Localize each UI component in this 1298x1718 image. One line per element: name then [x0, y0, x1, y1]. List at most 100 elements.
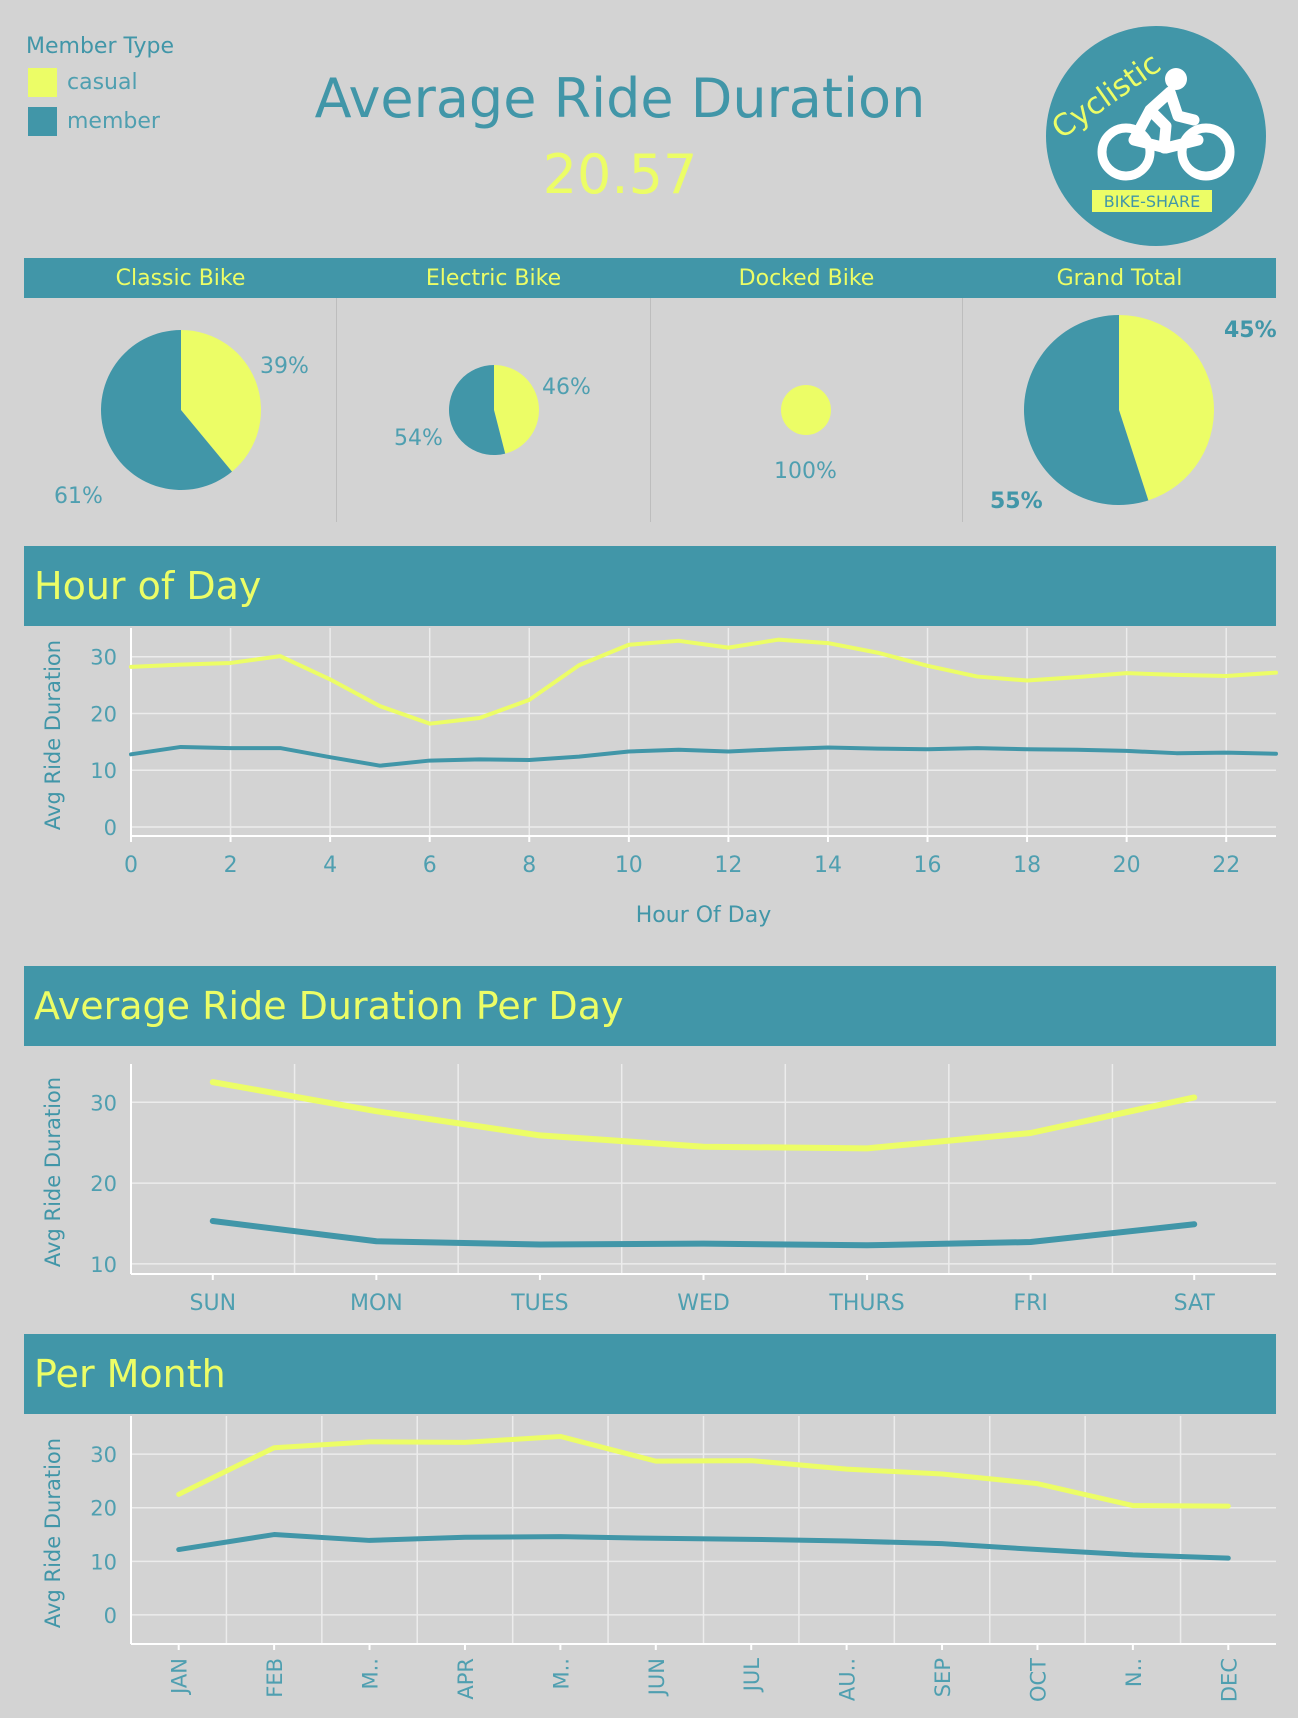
pie-label-electric-member: 54% — [394, 426, 443, 451]
legend-item-casual[interactable]: casual — [28, 67, 138, 97]
legend-label-casual: casual — [67, 69, 138, 95]
x-tick-label: M.. — [549, 1658, 573, 1689]
legend-title: Member Type — [26, 34, 175, 59]
pie-label-total-casual: 45% — [1224, 318, 1277, 343]
pie-label-total-member: 55% — [990, 489, 1043, 514]
pie-label-classic-casual: 39% — [260, 354, 309, 379]
series-line-member — [129, 744, 1278, 768]
x-tick-label: JUL — [740, 1658, 764, 1694]
x-tick-label: 16 — [914, 853, 942, 878]
x-tick-label: TUES — [510, 1291, 568, 1316]
x-tick-label: 20 — [1113, 853, 1141, 878]
hour-line-chart: 0 10 20 30 0 2 4 6 8 10 12 14 16 18 20 22 Avg Ride Durat… — [41, 628, 1278, 928]
day-line-chart: 10 20 30 SUN MON TUES WED THURS FRI SAT Avg Ride D… — [41, 1064, 1276, 1316]
series-line-member — [209, 1218, 1198, 1249]
y-tick-label: 30 — [90, 1091, 117, 1115]
month-section-band: Per Month — [24, 1334, 1276, 1414]
y-tick-label: 20 — [90, 702, 117, 726]
x-tick-label: THURS — [828, 1291, 904, 1316]
member-swatch — [28, 106, 57, 136]
pie-slice-casual — [781, 385, 831, 435]
pie-docked-bike — [781, 385, 831, 435]
pie-electric-bike — [449, 365, 540, 455]
x-tick-label: OCT — [1026, 1658, 1050, 1702]
x-axis-label: Hour Of Day — [636, 903, 771, 928]
day-section-title: Average Ride Duration Per Day — [34, 984, 624, 1028]
x-tick-label: DEC — [1217, 1658, 1241, 1702]
y-tick-label: 30 — [90, 1443, 117, 1467]
x-tick-label: WED — [677, 1291, 730, 1316]
pie-label-docked-casual: 100% — [774, 459, 837, 484]
logo-tagline: BIKE-SHARE — [1104, 192, 1200, 211]
pie-header-electric: Electric Bike — [425, 266, 562, 291]
y-axis-label: Avg Ride Duration — [41, 1077, 65, 1267]
x-tick-label: FRI — [1013, 1291, 1047, 1316]
x-tick-label: SUN — [190, 1291, 237, 1316]
x-tick-label: 10 — [615, 853, 643, 878]
x-tick-label: 14 — [814, 853, 842, 878]
pie-slice-casual — [1119, 315, 1214, 501]
x-tick-label: M.. — [359, 1658, 383, 1689]
x-tick-label: JAN — [168, 1658, 192, 1696]
y-axis-label: Avg Ride Duration — [41, 1438, 65, 1628]
x-tick-label: 22 — [1212, 853, 1240, 878]
pie-header-docked: Docked Bike — [738, 266, 875, 291]
series-line-casual — [176, 1433, 1231, 1509]
pie-slice-member — [449, 365, 506, 455]
series-line-casual — [129, 637, 1278, 726]
x-tick-label: N.. — [1122, 1658, 1146, 1687]
pie-divider — [336, 298, 337, 522]
pie-grand-total — [1024, 315, 1214, 505]
pie-charts — [101, 315, 1214, 505]
y-tick-label: 30 — [90, 646, 117, 670]
cyclist-icon — [1097, 68, 1235, 181]
pie-divider — [650, 298, 651, 522]
page-title: Average Ride Duration — [314, 67, 926, 130]
x-tick-label: SAT — [1174, 1291, 1216, 1316]
y-axis-label: Avg Ride Duration — [41, 640, 65, 830]
x-tick-label: 18 — [1013, 853, 1041, 878]
x-tick-label: 6 — [423, 853, 437, 878]
day-section-band: Average Ride Duration Per Day — [24, 966, 1276, 1046]
pie-label-electric-casual: 46% — [542, 375, 591, 400]
hour-section-title: Hour of Day — [34, 564, 262, 608]
series-line-casual — [209, 1079, 1198, 1152]
month-section-title: Per Month — [34, 1352, 226, 1396]
cyclistic-logo: Cyclistic BIKE-SHARE — [1046, 26, 1266, 246]
pie-classic-bike — [101, 330, 261, 490]
pie-divider — [962, 298, 963, 522]
hour-section-band: Hour of Day — [24, 546, 1276, 626]
x-tick-label: FEB — [263, 1658, 287, 1698]
month-line-chart: 0 10 20 30 JAN FEB M.. APR M.. JUN JUL AU.. SEP OCT N.… — [41, 1416, 1276, 1702]
x-tick-label: 4 — [323, 853, 337, 878]
pie-header-band: Classic Bike Electric Bike Docked Bike G… — [24, 258, 1276, 298]
x-tick-label: MON — [350, 1291, 403, 1316]
pie-slice-member — [1024, 315, 1149, 505]
x-tick-label: 12 — [714, 853, 742, 878]
y-tick-label: 0 — [104, 816, 117, 840]
x-tick-label: 8 — [522, 853, 536, 878]
x-tick-label: 0 — [124, 853, 138, 878]
casual-swatch — [28, 67, 57, 97]
y-tick-label: 20 — [90, 1497, 117, 1521]
y-tick-label: 20 — [90, 1172, 117, 1196]
y-tick-label: 10 — [90, 1253, 117, 1277]
pie-label-classic-member: 61% — [54, 484, 103, 509]
y-tick-label: 10 — [90, 759, 117, 783]
x-tick-label: AU.. — [836, 1658, 860, 1701]
x-tick-label: SEP — [931, 1658, 955, 1697]
pie-slice-casual — [494, 365, 540, 454]
x-tick-label: 2 — [224, 853, 238, 878]
y-tick-label: 10 — [90, 1550, 117, 1574]
pie-header-grand-total: Grand Total — [1056, 266, 1183, 291]
y-tick-label: 0 — [104, 1604, 117, 1628]
pie-slice-member — [101, 330, 232, 490]
x-tick-label: JUN — [645, 1658, 669, 1697]
pie-slice-casual — [181, 330, 261, 472]
legend-label-member: member — [67, 108, 160, 134]
series-line-member — [176, 1532, 1231, 1561]
legend-item-member[interactable]: member — [28, 106, 160, 136]
x-tick-label: APR — [454, 1658, 478, 1700]
pie-header-classic: Classic Bike — [115, 266, 246, 291]
average-duration-value: 20.57 — [542, 143, 698, 206]
